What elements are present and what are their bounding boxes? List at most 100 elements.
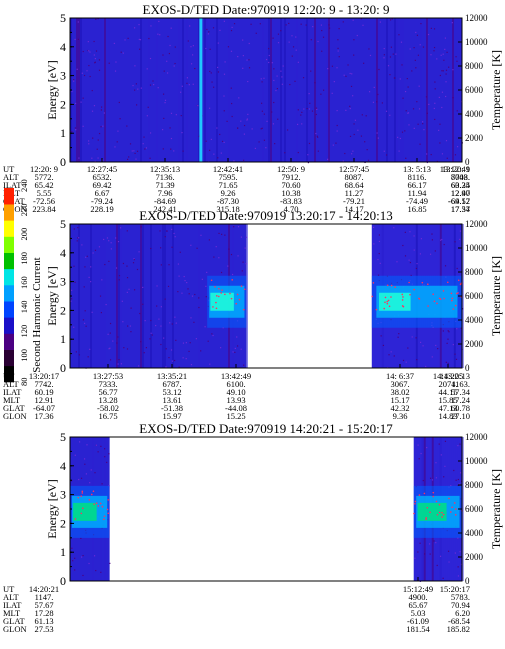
speckle [442, 53, 444, 55]
speckle [435, 462, 437, 464]
streak [208, 18, 210, 162]
speckle [389, 114, 391, 116]
speckle [401, 131, 404, 133]
streak [426, 18, 428, 162]
speckle [213, 86, 215, 88]
y2-tick-label: 2000 [465, 552, 484, 562]
speckle [109, 347, 111, 349]
speckle [198, 306, 200, 309]
speckle [97, 157, 99, 159]
streak [84, 18, 86, 162]
speckle [442, 330, 444, 332]
speckle [220, 347, 222, 349]
table-cell: -58.02 [97, 403, 119, 413]
speckle [170, 137, 173, 140]
speckle [74, 454, 76, 456]
speckle [137, 365, 140, 367]
speckle [411, 336, 413, 338]
speckle [120, 363, 123, 365]
speckle [378, 252, 380, 255]
speckle [217, 66, 219, 69]
speckle [248, 67, 251, 69]
speckle [335, 142, 337, 144]
streak [104, 224, 106, 368]
streak [236, 18, 238, 162]
speckle [127, 37, 129, 39]
temperature-point [448, 497, 450, 500]
colorbar-tick-label: 140 [19, 301, 29, 314]
speckle [248, 59, 250, 61]
speckle [455, 479, 457, 481]
table-cell: 4900. [408, 592, 427, 602]
speckle [100, 311, 103, 314]
speckle [419, 542, 421, 544]
speckle [405, 361, 407, 363]
speckle [433, 46, 436, 49]
speckle [336, 109, 338, 112]
speckle [307, 161, 309, 164]
speckle [390, 351, 392, 353]
streak [100, 18, 102, 162]
speckle [133, 259, 135, 261]
speckle [76, 68, 78, 70]
streak [334, 18, 336, 162]
speckle [85, 325, 87, 327]
temperature-point [386, 302, 389, 305]
speckle [312, 26, 314, 28]
speckle [320, 93, 322, 95]
speckle [456, 60, 458, 62]
speckle [185, 358, 187, 360]
speckle [457, 445, 459, 447]
speckle [91, 157, 93, 159]
ephemeris-table: UTALTILATMLTGLATGLON12:20: 95772.65.425.… [3, 164, 471, 214]
speckle [122, 321, 124, 323]
speckle [126, 348, 129, 350]
streak [180, 18, 182, 162]
speckle [119, 227, 122, 229]
speckle [452, 97, 454, 99]
streak [348, 18, 350, 162]
speckle [336, 124, 338, 127]
table-row-label: ALT [3, 172, 20, 182]
speckle [456, 110, 458, 112]
speckle [82, 50, 84, 53]
table-cell: 71.65 [218, 180, 237, 190]
streak [410, 18, 412, 162]
streak [144, 224, 146, 368]
streak [80, 224, 82, 368]
streak [436, 18, 438, 162]
speckle [255, 32, 257, 34]
speckle [452, 343, 454, 346]
speckle [438, 443, 440, 445]
speckle [409, 261, 412, 264]
speckle [236, 336, 238, 338]
speckle [434, 102, 436, 104]
speckle [126, 277, 129, 279]
streak [234, 18, 236, 162]
streak [90, 18, 92, 162]
streak [198, 18, 200, 162]
y2-tick-label: 10000 [465, 37, 488, 47]
streak [420, 18, 422, 162]
speckle [362, 24, 364, 26]
speckle [240, 348, 242, 350]
streak [390, 18, 392, 162]
speckle [165, 366, 167, 368]
table-cell: -87.30 [217, 196, 239, 206]
temperature-point [229, 292, 231, 295]
streak [248, 18, 250, 162]
speckle [295, 49, 297, 51]
temperature-point [218, 287, 220, 290]
y-tick-label: 0 [60, 574, 66, 588]
streak [358, 18, 360, 162]
colorbar-segment [4, 220, 14, 237]
speckle [209, 48, 211, 50]
speckle [89, 51, 91, 53]
speckle [109, 359, 112, 361]
speckle [138, 23, 140, 26]
temperature-point [459, 283, 462, 286]
speckle [168, 357, 170, 359]
speckle [444, 37, 446, 39]
speckle [115, 237, 117, 239]
